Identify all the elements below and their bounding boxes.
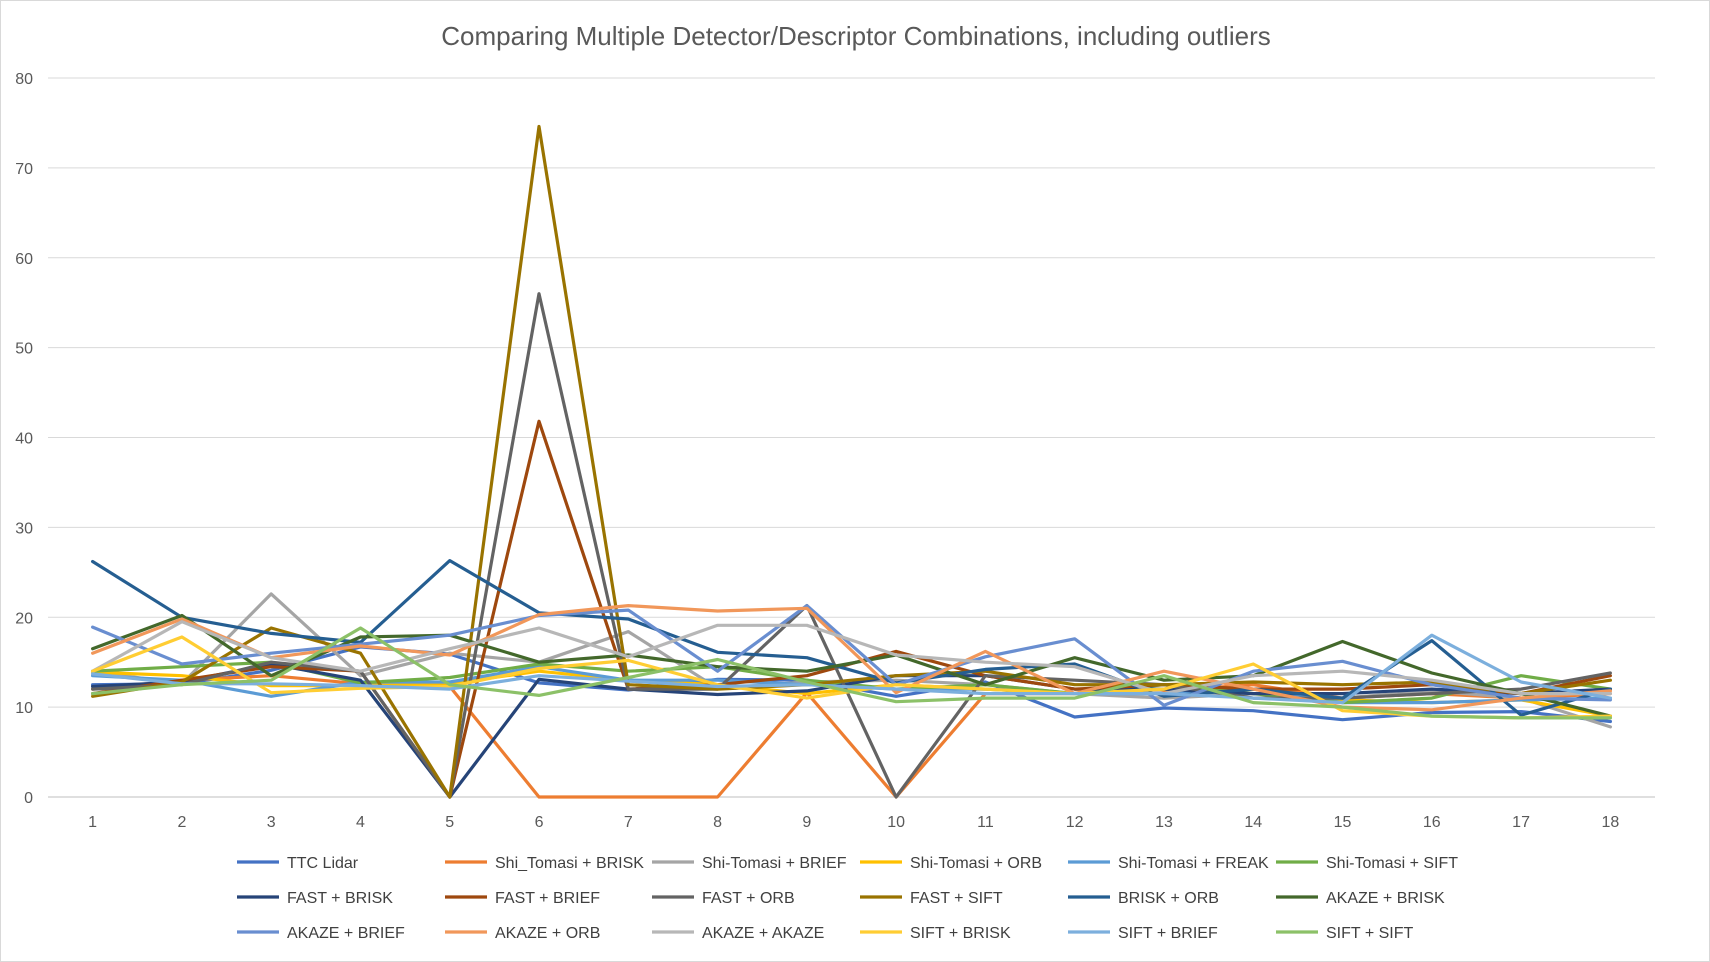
gridlines <box>48 77 1655 798</box>
legend-label: SIFT + BRIEF <box>1118 925 1218 942</box>
x-tick-label: 7 <box>624 814 633 831</box>
legend-label: SIFT + BRISK <box>910 925 1011 942</box>
legend-label: TTC Lidar <box>287 855 359 872</box>
x-tick-label: 12 <box>1066 814 1084 831</box>
series-line <box>90 633 1613 705</box>
x-tick-label: 16 <box>1423 814 1441 831</box>
x-tick-label: 3 <box>267 814 276 831</box>
legend-label: Shi-Tomasi + ORB <box>910 855 1042 872</box>
y-tick-label: 20 <box>15 610 33 627</box>
x-tick-label: 5 <box>445 814 454 831</box>
series-line <box>90 620 1613 696</box>
y-tick-label: 0 <box>24 790 33 807</box>
legend-label: Shi_Tomasi + BRISK <box>495 855 644 872</box>
legend-label: AKAZE + AKAZE <box>702 925 824 942</box>
x-tick-label: 17 <box>1512 814 1530 831</box>
legend-label: FAST + BRIEF <box>495 890 600 907</box>
legend-label: AKAZE + ORB <box>495 925 600 942</box>
legend-label: FAST + ORB <box>702 890 795 907</box>
legend-label: Shi-Tomasi + BRIEF <box>702 855 847 872</box>
y-tick-label: 50 <box>15 341 33 358</box>
y-axis-tick-labels: 0 10 20 30 40 50 60 70 80 <box>15 71 33 807</box>
legend-label: AKAZE + BRIEF <box>287 925 405 942</box>
legend-label: Shi-Tomasi + SIFT <box>1326 855 1458 872</box>
x-tick-label: 2 <box>177 814 186 831</box>
x-tick-label: 13 <box>1155 814 1173 831</box>
y-tick-label: 30 <box>15 520 33 537</box>
y-tick-label: 10 <box>15 700 33 717</box>
x-tick-label: 8 <box>713 814 722 831</box>
legend-label: Shi-Tomasi + FREAK <box>1118 855 1269 872</box>
y-tick-label: 80 <box>15 71 33 88</box>
series-line <box>90 558 1613 717</box>
legend-label: BRISK + ORB <box>1118 890 1219 907</box>
x-tick-label: 15 <box>1334 814 1352 831</box>
series-line <box>90 419 1613 799</box>
legend: TTC Lidar Shi_Tomasi + BRISK Shi-Tomasi + … <box>237 855 1458 942</box>
series-lines <box>90 124 1613 799</box>
x-tick-label: 18 <box>1601 814 1619 831</box>
series-line <box>90 626 1613 720</box>
series-line <box>90 292 1613 799</box>
y-tick-label: 40 <box>15 431 33 448</box>
chart-title: Comparing Multiple Detector/Descriptor C… <box>441 21 1271 51</box>
x-tick-label: 6 <box>535 814 544 831</box>
x-tick-label: 4 <box>356 814 365 831</box>
x-tick-label: 9 <box>802 814 811 831</box>
legend-label: FAST + SIFT <box>910 890 1003 907</box>
x-tick-label: 1 <box>88 814 97 831</box>
x-tick-label: 11 <box>977 814 994 831</box>
y-tick-label: 70 <box>15 161 33 178</box>
series-line <box>90 603 1613 707</box>
legend-label: FAST + BRISK <box>287 890 393 907</box>
y-tick-label: 60 <box>15 251 33 268</box>
x-tick-label: 14 <box>1244 814 1262 831</box>
legend-label: SIFT + SIFT <box>1326 925 1414 942</box>
series-line <box>90 613 1613 718</box>
x-tick-label: 10 <box>887 814 905 831</box>
legend-label: AKAZE + BRISK <box>1326 890 1445 907</box>
x-axis-tick-labels: 1 2 3 4 5 6 7 8 9 10 11 12 13 14 15 16 17 18 <box>88 814 1619 831</box>
